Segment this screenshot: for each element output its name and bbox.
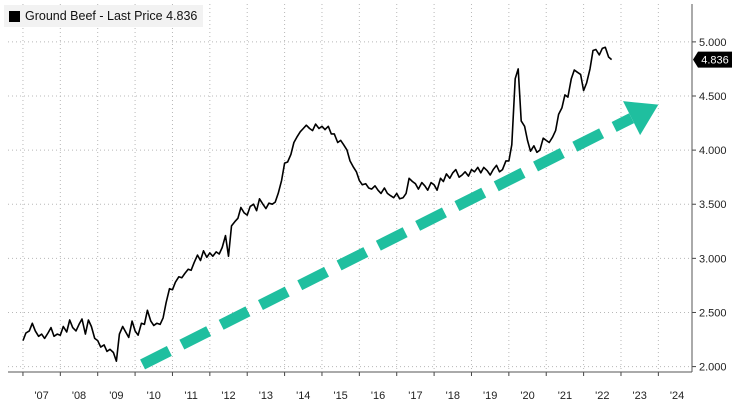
y-tick-label: 3.500 [699, 199, 727, 211]
x-tick-label: '12 [221, 390, 235, 402]
x-tick-label: '24 [670, 390, 684, 402]
x-tick-label: '17 [408, 390, 422, 402]
x-tick-label: '13 [259, 390, 273, 402]
x-tick-label: '08 [72, 390, 86, 402]
x-tick-label: '20 [520, 390, 534, 402]
trend-arrow-shaft [140, 113, 635, 370]
y-tick-label: 2.500 [699, 307, 727, 319]
y-tick-label: 3.000 [699, 253, 727, 265]
x-tick-label: '15 [333, 390, 347, 402]
x-tick-label: '23 [633, 390, 647, 402]
x-tick-label: '16 [371, 390, 385, 402]
last-price-tag: 4.836 [693, 51, 732, 68]
y-tick-label: 4.000 [699, 145, 727, 157]
last-price-tag-bg [693, 51, 732, 68]
x-tick-label: '19 [483, 390, 497, 402]
x-tick-label: '22 [595, 390, 609, 402]
series-line-ground-beef [22, 46, 613, 362]
trend-arrow-head [623, 101, 659, 136]
x-tick-label: '07 [34, 390, 48, 402]
legend: Ground Beef - Last Price 4.836 [4, 5, 204, 27]
x-tick-label: '18 [446, 390, 460, 402]
x-tick-label: '21 [558, 390, 572, 402]
x-tick-label: '14 [296, 390, 310, 402]
legend-swatch [9, 10, 20, 22]
x-tick-label: '11 [184, 390, 198, 402]
legend-last-price-label: Last Price [107, 9, 163, 23]
trend-arrow [140, 101, 659, 370]
y-tick-label: 5.000 [699, 37, 727, 49]
legend-text: Ground Beef - Last Price 4.836 [25, 9, 197, 23]
legend-last-price-value: 4.836 [166, 9, 198, 23]
legend-separator: - [95, 9, 107, 23]
last-price-tag-text: 4.836 [701, 55, 729, 67]
y-tick-label: 2.000 [699, 362, 727, 374]
y-tick-label: 4.500 [699, 91, 727, 103]
grid [8, 4, 692, 372]
series-group [22, 46, 613, 362]
x-tick-label: '09 [109, 390, 123, 402]
x-tick-label: '10 [147, 390, 161, 402]
axes: 2.000 2.500 3.000 3.500 4.000 4.500 5.000 '07 '0… [8, 4, 727, 402]
legend-series-label: Ground Beef [25, 9, 96, 23]
